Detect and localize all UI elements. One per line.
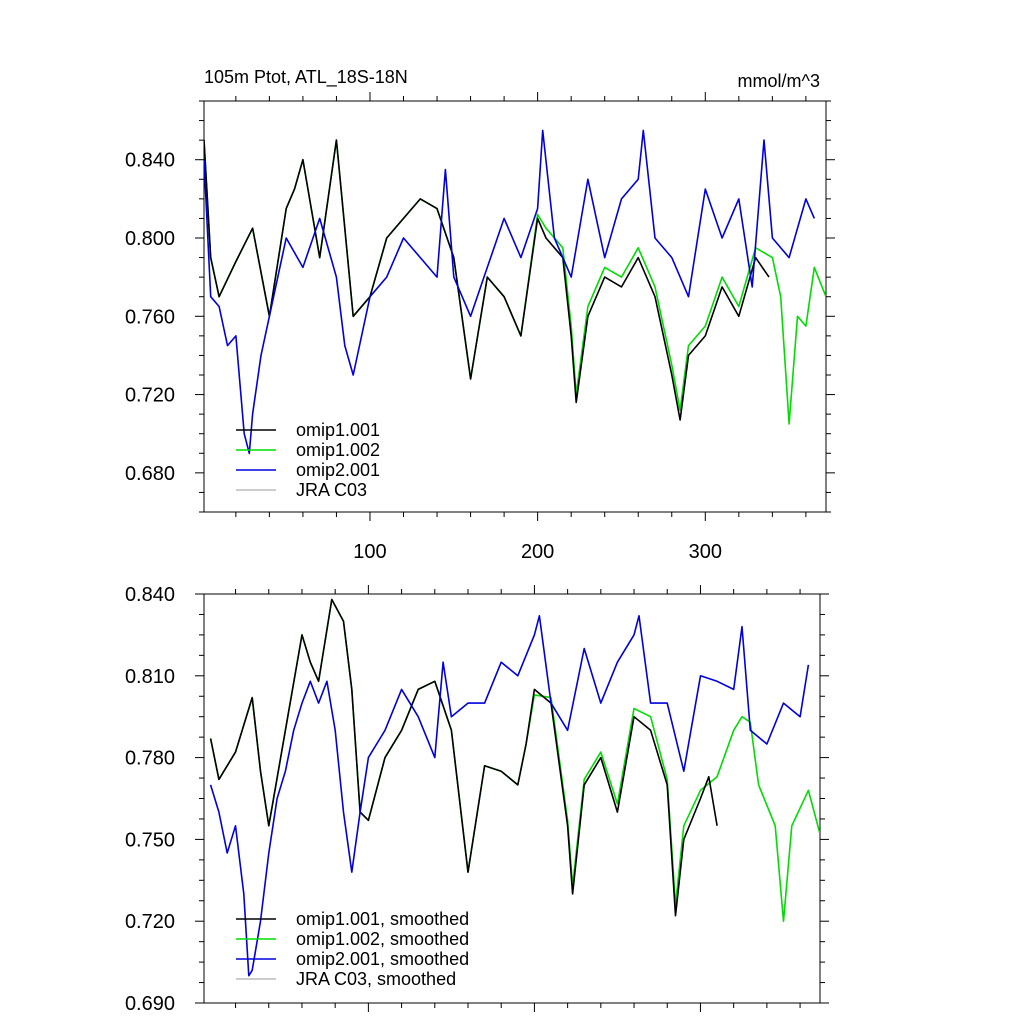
series-line-omip1-001 <box>204 139 770 421</box>
x-tick-label: 100 <box>353 541 386 563</box>
legend-label: omip1.002 <box>296 440 380 460</box>
series-line-omip2-001-smoothed <box>209 614 810 977</box>
legend-label: JRA C03, smoothed <box>296 969 456 989</box>
legend-label: omip1.001 <box>296 420 380 440</box>
y-tick-label: 0.810 <box>125 666 175 688</box>
x-tick-label: 300 <box>689 541 722 563</box>
legend-label: omip2.001 <box>296 460 380 480</box>
series-line-omip1-002 <box>204 139 826 425</box>
y-tick-label: 0.840 <box>125 150 175 172</box>
chart-title: 105m Ptot, ATL_18S-18N <box>204 67 408 88</box>
y-tick-label: 0.800 <box>125 228 175 250</box>
series-group <box>204 129 826 455</box>
series-line-omip2-001 <box>204 129 816 455</box>
series-group <box>209 598 820 977</box>
x-tick-label: 200 <box>521 541 554 563</box>
units-label: mmol/m^3 <box>738 71 820 91</box>
y-tick-label: 0.780 <box>125 748 175 770</box>
legend-label: omip1.002, smoothed <box>296 929 469 949</box>
y-tick-label: 0.720 <box>125 385 175 407</box>
top-panel: 100 200 300 0.680 0.720 0.760 0.800 0.840 omip1.… <box>125 92 835 563</box>
series-line-omip1-001-smoothed <box>209 598 718 917</box>
series-line-omip1-002-smoothed <box>209 598 820 923</box>
legend-label: omip1.001, smoothed <box>296 909 469 929</box>
y-tick-label: 0.840 <box>125 584 175 606</box>
y-tick-label: 0.680 <box>125 463 175 485</box>
y-tick-label: 0.750 <box>125 829 175 851</box>
y-tick-label: 0.720 <box>125 911 175 933</box>
legend-label: omip2.001, smoothed <box>296 949 469 969</box>
plot-frame <box>203 100 827 513</box>
legend-label: JRA C03 <box>296 480 367 500</box>
y-tick-label: 0.760 <box>125 306 175 328</box>
bottom-panel: 0.690 0.720 0.750 0.780 0.810 0.840 omip1.001,… <box>125 584 829 1015</box>
y-tick-label: 0.690 <box>125 993 175 1015</box>
